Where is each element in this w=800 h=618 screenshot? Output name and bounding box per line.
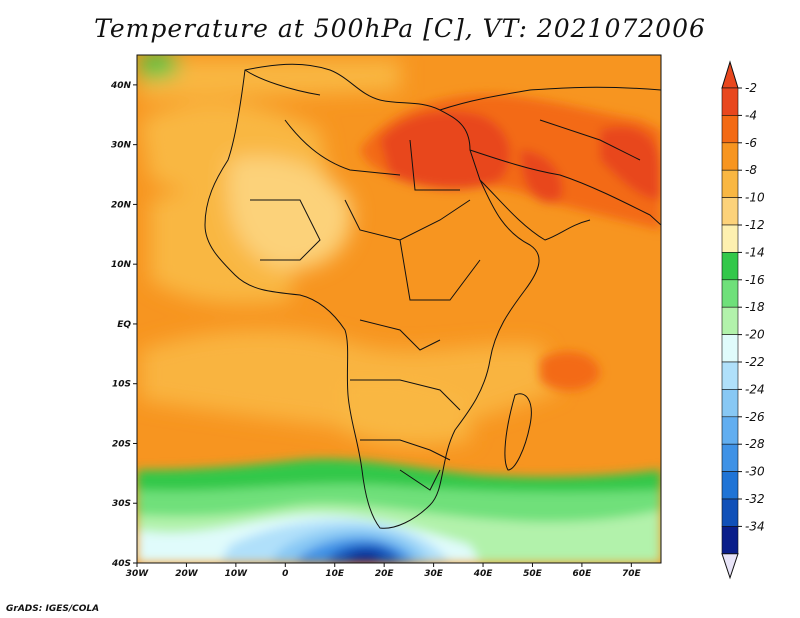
lat-tick-label: 20N	[111, 200, 132, 210]
colorbar-label: -16	[745, 273, 765, 287]
temperature-field	[137, 55, 661, 563]
lon-tick-label: 0	[282, 569, 288, 579]
credit-text: GrADS: IGES/COLA	[6, 604, 100, 614]
colorbar-swatch	[721, 279, 739, 308]
colorbar-swatch	[721, 224, 739, 253]
colorbar: -2 -4 -6 -8 -10 -12 -14 -16 -18 -20 -22 -24 -26 -28 -3…	[721, 60, 765, 580]
colorbar-label: -34	[745, 519, 765, 533]
colorbar-label: -2	[745, 81, 757, 95]
colorbar-swatch	[721, 526, 739, 555]
colorbar-swatch	[721, 334, 739, 363]
lat-tick-label: 40N	[110, 81, 132, 91]
lon-tick-label: 10W	[225, 569, 249, 579]
colorbar-label: -4	[745, 108, 757, 122]
colorbar-swatch	[721, 498, 739, 527]
colorbar-label: -28	[745, 437, 765, 451]
colorbar-label: -24	[745, 382, 765, 396]
colorbar-label: -14	[745, 245, 765, 259]
colorbar-swatch	[721, 197, 739, 226]
colorbar-swatch	[721, 306, 739, 335]
colorbar-bottom-arrow	[721, 553, 739, 580]
colorbar-swatch	[721, 115, 739, 144]
map-title: Temperature at 500hPa [C], VT: 202107200…	[94, 14, 706, 43]
colorbar-top-arrow	[721, 60, 739, 89]
colorbar-swatch	[721, 142, 739, 171]
coastlines	[204, 63, 661, 529]
colorbar-label: -26	[745, 410, 765, 424]
lon-tick-label: 20W	[175, 569, 199, 579]
lon-tick-label: 20E	[375, 569, 395, 579]
colorbar-label: -32	[745, 492, 765, 506]
colorbar-swatch	[721, 252, 739, 281]
colorbar-swatch	[721, 361, 739, 390]
lon-tick-label: 50E	[523, 569, 543, 579]
colorbar-label: -30	[745, 465, 765, 479]
colorbar-label: -8	[745, 163, 757, 177]
lat-tick-label: 40S	[111, 559, 131, 569]
lat-tick-label: EQ	[117, 320, 131, 330]
colorbar-swatch	[721, 389, 739, 418]
lat-tick-label: 10S	[112, 380, 131, 390]
colorbar-swatch	[721, 443, 739, 472]
lat-tick-label: 10N	[111, 260, 132, 270]
lon-tick-label: 10E	[325, 569, 345, 579]
colorbar-label: -12	[745, 218, 765, 232]
colorbar-label: -22	[745, 355, 765, 369]
colorbar-label: -6	[745, 136, 757, 150]
colorbar-swatch	[721, 87, 739, 116]
colorbar-label: -10	[745, 191, 765, 205]
lon-tick-label: 30W	[126, 569, 150, 579]
colorbar-swatch	[721, 471, 739, 500]
lon-tick-label: 70E	[622, 569, 642, 579]
colorbar-swatch	[721, 416, 739, 445]
lon-tick-label: 30E	[424, 569, 444, 579]
colorbar-label: -18	[745, 300, 765, 314]
axis-ticks: 30W 20W 10W 0 10E 20E 30E 40E 50E 60E 70E 40N 30N 20N…	[110, 81, 642, 579]
colorbar-label: -20	[745, 328, 765, 342]
lon-tick-label: 40E	[473, 569, 494, 579]
lat-tick-label: 30S	[112, 499, 131, 509]
lon-tick-label: 60E	[573, 569, 593, 579]
lat-tick-label: 30N	[111, 141, 132, 151]
colorbar-swatch	[721, 169, 739, 198]
map-frame	[136, 54, 662, 564]
lat-tick-label: 20S	[112, 439, 131, 449]
